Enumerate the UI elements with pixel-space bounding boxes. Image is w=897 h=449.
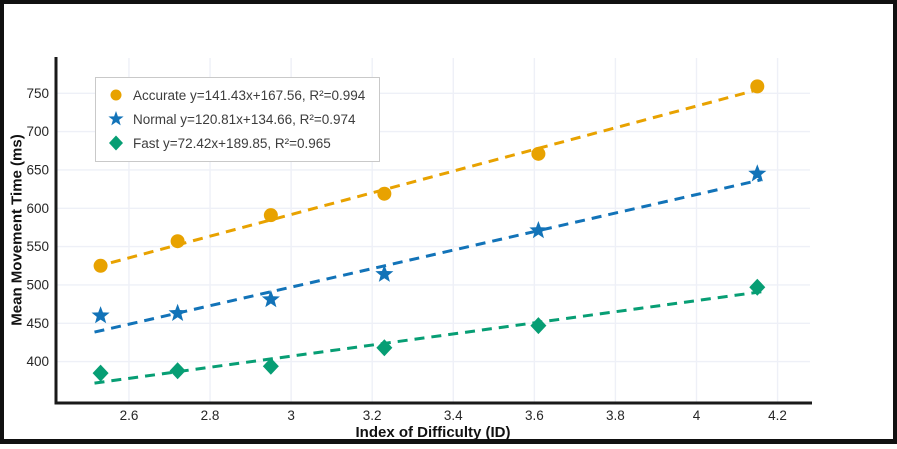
- x-tick-label: 3.4: [444, 408, 463, 423]
- y-tick-label: 650: [26, 162, 49, 177]
- data-point-accurate: [750, 79, 765, 94]
- data-point-normal: [529, 221, 548, 239]
- star-marker-icon: [108, 111, 124, 126]
- x-tick-label: 2.6: [120, 408, 139, 423]
- data-point-fast: [376, 339, 393, 357]
- data-point-fast: [92, 364, 109, 382]
- y-tick-label: 700: [26, 124, 49, 139]
- fit-line-fast: [94, 290, 762, 385]
- x-axis-title: Index of Difficulty (ID): [355, 424, 511, 441]
- y-tick-label: 450: [26, 316, 49, 331]
- y-tick-label: 400: [26, 354, 49, 369]
- legend-item-normal: Normal y=120.81x+134.66, R²=0.974: [106, 107, 365, 131]
- y-tick-label: 600: [26, 201, 49, 216]
- x-tick-label: 4.2: [768, 408, 787, 423]
- circle-marker-icon: [110, 89, 122, 101]
- data-point-normal: [748, 164, 767, 182]
- data-point-normal: [261, 290, 280, 308]
- y-axis-title: Mean Movement Time (ms): [8, 134, 26, 326]
- data-point-normal: [91, 306, 110, 324]
- fit-line-normal: [94, 178, 762, 334]
- data-point-accurate: [170, 234, 185, 249]
- x-tick-label: 4: [693, 408, 701, 423]
- legend-item-accurate: Accurate y=141.43x+167.56, R²=0.994: [106, 83, 365, 107]
- fit-line-accurate: [94, 87, 762, 269]
- legend-label-fast: Fast y=72.42x+189.85, R²=0.965: [133, 135, 331, 151]
- data-point-fast: [530, 317, 547, 335]
- y-tick-label: 500: [26, 277, 49, 292]
- x-tick-label: 2.8: [201, 408, 220, 423]
- x-tick-label: 3.8: [606, 408, 625, 423]
- x-tick-label: 3.6: [525, 408, 544, 423]
- legend-label-normal: Normal y=120.81x+134.66, R²=0.974: [133, 111, 356, 127]
- x-tick-label: 3: [287, 408, 295, 423]
- data-point-accurate: [93, 258, 108, 273]
- legend: Accurate y=141.43x+167.56, R²=0.994 Norm…: [95, 77, 381, 162]
- data-point-fast: [262, 357, 279, 375]
- data-point-fast: [169, 362, 186, 380]
- y-tick-label: 550: [26, 239, 49, 254]
- data-point-accurate: [377, 186, 392, 201]
- x-tick-label: 3.2: [363, 408, 382, 423]
- legend-item-fast: Fast y=72.42x+189.85, R²=0.965: [106, 131, 365, 155]
- legend-label-accurate: Accurate y=141.43x+167.56, R²=0.994: [133, 87, 366, 103]
- y-tick-label: 750: [26, 86, 49, 101]
- data-point-normal: [375, 264, 394, 282]
- data-point-accurate: [263, 208, 278, 223]
- data-point-fast: [749, 278, 766, 296]
- data-point-accurate: [531, 146, 546, 161]
- diamond-marker-icon: [109, 135, 123, 151]
- data-point-normal: [168, 303, 187, 321]
